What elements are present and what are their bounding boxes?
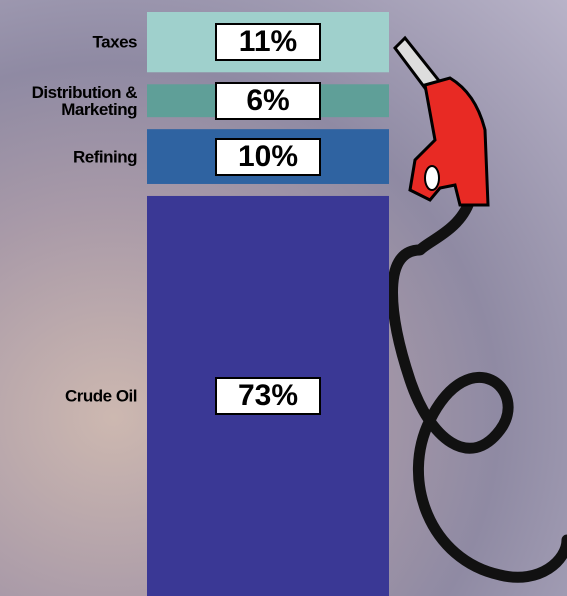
value-label: 73% (215, 377, 321, 415)
value-label: 6% (215, 82, 321, 120)
value-label: 11% (215, 23, 321, 61)
chart: Taxes 11% Distribution & Marketing 6% Refini… (0, 0, 567, 596)
nozzle-spout (395, 38, 440, 88)
nozzle-body (410, 78, 488, 205)
hose (393, 250, 567, 577)
hose-top (420, 200, 470, 250)
category-label: Crude Oil (25, 387, 137, 404)
gas-pump-illustration (393, 38, 567, 577)
category-label: Taxes (25, 34, 137, 51)
category-label: Distribution & Marketing (25, 84, 137, 118)
nozzle-hole (425, 166, 439, 190)
value-label: 10% (215, 138, 321, 176)
category-label: Refining (25, 148, 137, 165)
